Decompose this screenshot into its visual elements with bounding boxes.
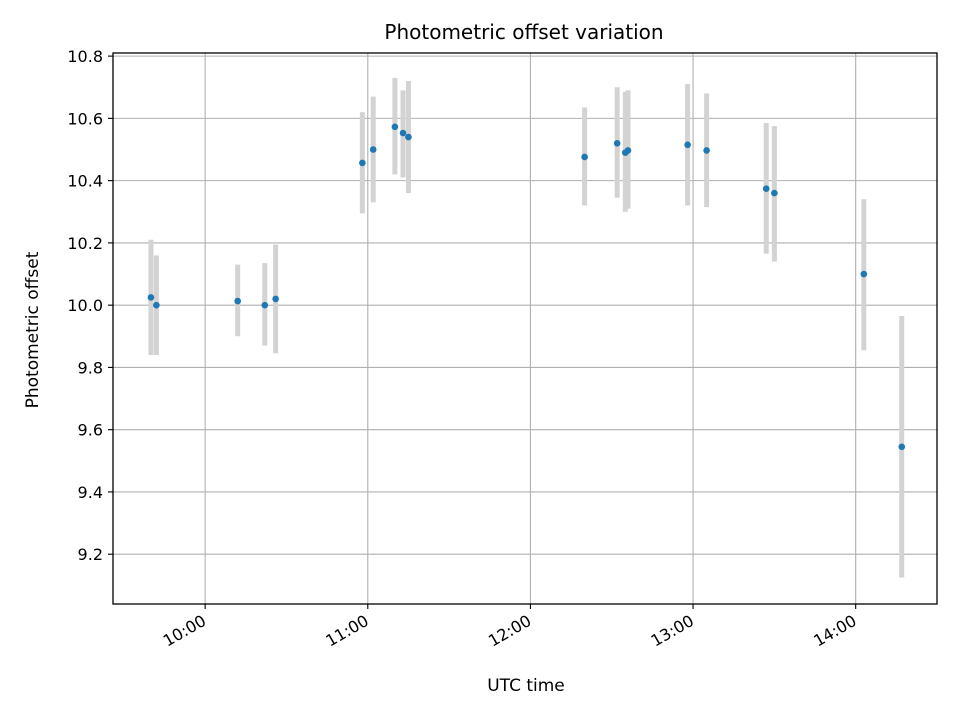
data-point (898, 443, 906, 451)
data-point (272, 295, 279, 303)
grid (113, 53, 937, 604)
data-point (153, 301, 160, 309)
y-tick-label: 10.6 (67, 109, 103, 128)
data-point (147, 294, 155, 301)
data-point (369, 146, 377, 153)
data-point (860, 270, 868, 278)
y-tick-label: 10.0 (67, 296, 103, 315)
data-point (261, 301, 269, 309)
data-point (613, 139, 621, 147)
y-tick-label: 9.4 (78, 483, 103, 502)
data-point (234, 297, 241, 305)
data-points (147, 123, 906, 451)
data-point (405, 133, 412, 141)
y-tick-label: 10.4 (67, 172, 103, 191)
data-point (624, 147, 632, 154)
y-tick-label: 9.8 (78, 358, 103, 377)
data-point (703, 147, 710, 154)
y-tick-label: 9.6 (78, 421, 103, 440)
data-point (771, 189, 778, 197)
plot-frame (112, 52, 938, 605)
data-point (762, 185, 770, 193)
y-axis-label: Photometric offset (23, 251, 43, 408)
data-point (581, 153, 588, 161)
y-tick-label: 10.8 (67, 47, 103, 66)
data-point (399, 129, 407, 137)
x-axis-label: UTC time (487, 676, 565, 696)
y-tick-label: 10.2 (67, 234, 103, 253)
data-point (684, 141, 691, 149)
data-point (391, 123, 399, 131)
y-tick-label: 9.2 (78, 545, 103, 564)
chart-title: Photometric offset variation (384, 20, 663, 44)
data-point (359, 159, 366, 167)
